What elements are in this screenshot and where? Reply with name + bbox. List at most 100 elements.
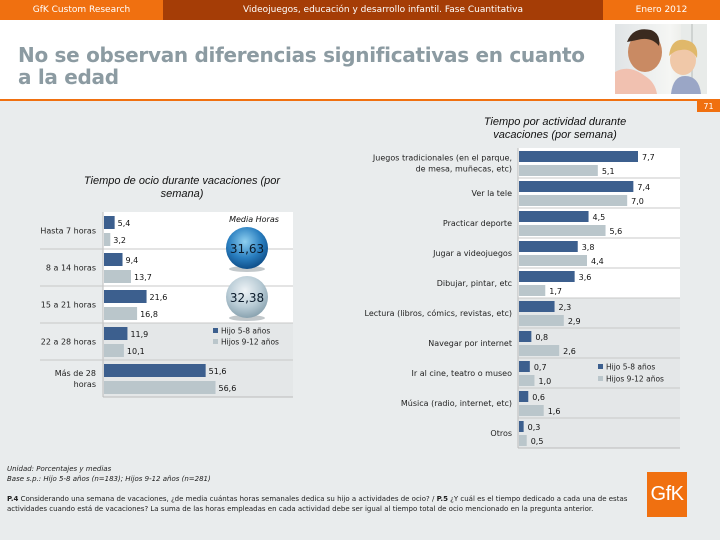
chart-leisure-time: Hasta 7 horas 5,4 3,2 8 a 14 horas 9,4 13,7 15…	[40, 212, 293, 398]
p4-text: Considerando una semana de vacaciones, ¿…	[18, 495, 437, 503]
category-label: horas	[74, 380, 96, 389]
bar-hijos-9-12	[104, 233, 111, 246]
legend-swatch	[598, 376, 603, 381]
unit-note: Unidad: Porcentajes y medias	[7, 465, 112, 473]
legend-label: Hijos 9-12 años	[221, 338, 279, 347]
legend-label: Hijo 5-8 años	[221, 327, 270, 336]
category-label: de mesa, muñecas, etc)	[416, 165, 512, 174]
data-label: 0,3	[528, 423, 541, 432]
bar-hijo-5-8	[519, 241, 578, 252]
category-label: Ir al cine, teatro o museo	[412, 369, 513, 378]
data-label: 0,7	[534, 363, 547, 372]
legend-label: Hijos 9-12 años	[606, 375, 664, 384]
category-label: Navegar por internet	[428, 339, 512, 348]
mean-value: 32,38	[230, 291, 264, 305]
footnote: Unidad: Porcentajes y medias Base s.p.: …	[7, 464, 211, 484]
data-label: 7,7	[642, 153, 655, 162]
legend-label: Hijo 5-8 años	[606, 363, 655, 372]
category-label: 15 a 21 horas	[41, 301, 96, 310]
data-label: 0,8	[535, 333, 548, 342]
bar-hijos-9-12	[519, 405, 544, 416]
data-label: 11,9	[130, 330, 148, 339]
mean-hours-label: Media Horas	[229, 215, 279, 224]
bar-hijo-5-8	[519, 331, 532, 342]
gfk-logo: GfK	[647, 472, 687, 517]
header-divider	[0, 99, 720, 101]
legend-swatch	[598, 364, 603, 369]
date-label: Enero 2012	[603, 0, 720, 20]
data-label: 3,6	[579, 273, 592, 282]
data-label: 21,6	[150, 293, 168, 302]
mean-value: 31,63	[230, 242, 264, 256]
bar-hijos-9-12	[519, 285, 546, 296]
p5-text: ¿Y cuál es el tiempo dedicado a cada una…	[7, 495, 628, 513]
mean-bubble	[226, 276, 268, 318]
bar-hijos-9-12	[519, 435, 527, 446]
bar-hijos-9-12	[519, 345, 560, 356]
data-label: 2,6	[563, 347, 576, 356]
category-label: 22 a 28 horas	[41, 338, 96, 347]
chart-1-title: Tiempo de ocio durante vacaciones (por s…	[83, 175, 281, 200]
bar-hijos-9-12	[519, 255, 587, 266]
category-label: Dibujar, pintar, etc	[437, 279, 512, 288]
p5-label: P.5	[436, 495, 448, 503]
slide-header: No se observan diferencias significativa…	[0, 20, 720, 99]
data-label: 13,7	[134, 273, 152, 282]
category-label: Ver la tele	[472, 189, 513, 198]
data-label: 3,8	[582, 243, 595, 252]
bar-hijos-9-12	[519, 375, 535, 386]
data-label: 16,8	[140, 310, 158, 319]
mean-bubble	[226, 227, 268, 269]
data-label: 4,5	[593, 213, 606, 222]
bar-hijo-5-8	[519, 391, 529, 402]
slide-title: No se observan diferencias significativa…	[18, 43, 585, 89]
category-label: 8 a 14 horas	[46, 264, 96, 273]
bar-hijo-5-8	[104, 327, 128, 340]
category-label: Música (radio, internet, etc)	[401, 399, 512, 408]
father-child-photo	[615, 24, 707, 94]
data-label: 5,6	[610, 227, 623, 236]
category-label: Jugar a videojuegos	[432, 249, 512, 258]
bar-hijo-5-8	[519, 151, 638, 162]
data-label: 9,4	[126, 256, 139, 265]
bar-hijo-5-8	[519, 181, 634, 192]
category-label: Juegos tradicionales (en el parque,	[372, 154, 512, 163]
bar-hijos-9-12	[104, 381, 216, 394]
data-label: 7,0	[631, 197, 644, 206]
question-text: P.4 Considerando una semana de vacacione…	[7, 494, 647, 514]
bar-hijo-5-8	[519, 421, 524, 432]
bar-hijo-5-8	[519, 301, 555, 312]
data-label: 10,1	[127, 347, 145, 356]
data-label: 2,3	[559, 303, 572, 312]
bar-hijos-9-12	[519, 195, 628, 206]
bar-hijos-9-12	[104, 344, 124, 357]
chart-activity-time: Juegos tradicionales (en el parque, de me…	[365, 148, 680, 449]
category-label: Hasta 7 horas	[40, 227, 96, 236]
data-label: 0,6	[532, 393, 545, 402]
chart-2-title: Tiempo por actividad durante vacaciones …	[483, 116, 627, 141]
data-label: 5,1	[602, 167, 615, 176]
bar-hijos-9-12	[519, 225, 606, 236]
company-label: GfK Custom Research	[0, 0, 163, 20]
category-label: Más de 28	[55, 369, 96, 378]
data-label: 3,2	[113, 236, 126, 245]
category-label: Lectura (libros, cómics, revistas, etc)	[365, 308, 512, 318]
data-label: 0,5	[531, 437, 544, 446]
bar-hijo-5-8	[104, 364, 206, 377]
bar-hijos-9-12	[519, 165, 598, 176]
bar-hijo-5-8	[104, 290, 147, 303]
top-bar: GfK Custom Research Videojuegos, educaci…	[0, 0, 720, 20]
data-label: 4,4	[591, 257, 604, 266]
base-note: Base s.p.: Hijo 5-8 años (n=183); Hijos …	[7, 475, 211, 483]
data-label: 5,4	[118, 219, 131, 228]
page-number: 71	[697, 101, 720, 112]
bar-hijo-5-8	[519, 211, 589, 222]
data-label: 1,6	[548, 407, 561, 416]
category-label: Practicar deporte	[443, 219, 512, 228]
bar-hijos-9-12	[104, 307, 138, 320]
bar-hijos-9-12	[104, 270, 131, 283]
data-label: 2,9	[568, 317, 581, 326]
legend-swatch	[213, 328, 218, 333]
study-title: Videojuegos, educación y desarrollo infa…	[163, 0, 603, 20]
data-label: 56,6	[219, 384, 237, 393]
